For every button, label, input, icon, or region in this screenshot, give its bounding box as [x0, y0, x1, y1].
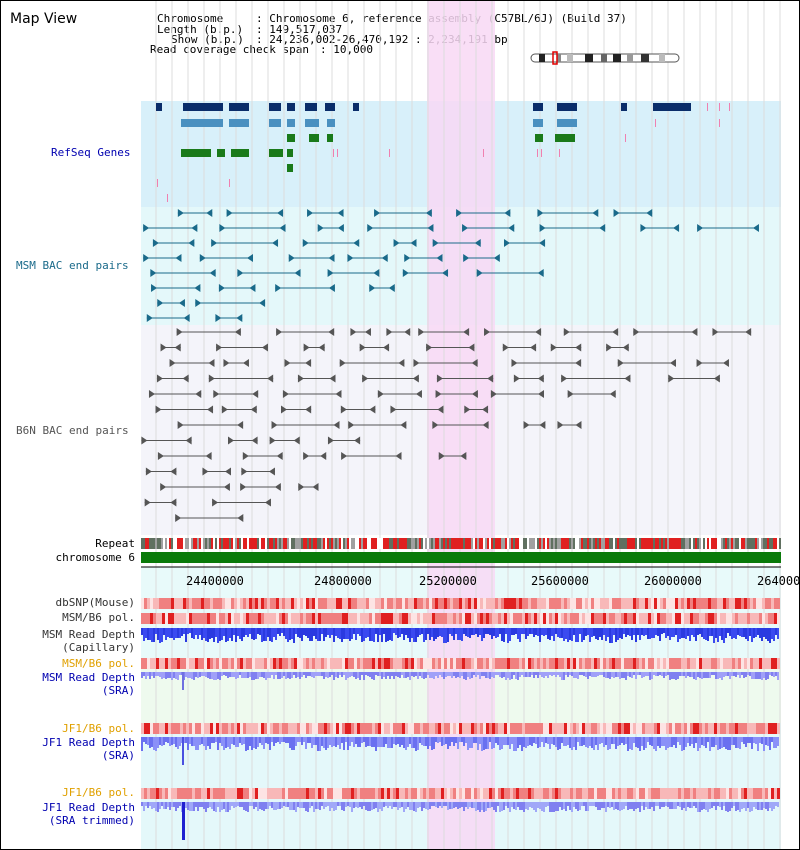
axis-tick-label: 24400000: [186, 574, 244, 588]
track-label-msm-depth-sra[interactable]: MSM Read Depth: [42, 671, 135, 684]
track-label-msm-depth-cap[interactable]: MSM Read Depth: [42, 628, 135, 641]
track-label-b6n-bac[interactable]: B6N BAC end pairs: [16, 424, 129, 437]
track-label-refseq[interactable]: RefSeq Genes: [51, 146, 131, 159]
coverage-label: Read coverage check span: [150, 43, 309, 56]
track-label-jf1-depth-trim[interactable]: JF1 Read Depth: [42, 801, 135, 814]
track-label-msm-depth-sra-sub: (SRA): [101, 684, 135, 697]
track-label-jf1-depth-trim-sub: (SRA trimmed): [48, 814, 135, 827]
track-label-chromosome[interactable]: chromosome 6: [55, 551, 135, 564]
track-label-msm-b6-pol-2[interactable]: MSM/B6 pol.: [62, 657, 135, 670]
show-label: Show (b.p.): [171, 33, 244, 46]
chromosome-bar[interactable]: [141, 552, 781, 563]
axis-tick-label: 24800000: [314, 574, 372, 588]
msm-bac-end-pairs-features[interactable]: [143, 209, 759, 322]
track-label-jf1-depth-sra[interactable]: JF1 Read Depth: [42, 736, 135, 749]
track-label-dbsnp[interactable]: dbSNP(Mouse): [55, 596, 135, 609]
track-label-jf1-depth-sra-sub: (SRA): [101, 749, 135, 762]
repeat-track-bar[interactable]: [141, 538, 781, 549]
length-value: : 149,517,037: [256, 23, 343, 36]
polymorphism-tracks[interactable]: [141, 598, 780, 799]
track-label-msm-depth-cap-sub: (Capillary): [62, 641, 135, 654]
track-label-msm-b6-pol-1[interactable]: MSM/B6 pol.: [62, 611, 135, 624]
axis-tick-label: 26000000: [644, 574, 702, 588]
axis-tick-label: 264000: [757, 574, 799, 588]
length-label: Length (b.p.): [157, 23, 244, 36]
chromosome-label: Chromosome: [157, 12, 224, 25]
track-label-jf1-b6-pol-1[interactable]: JF1/B6 pol.: [62, 722, 135, 735]
track-label-msm-bac[interactable]: MSM BAC end pairs: [16, 259, 129, 272]
page-title: Map View: [10, 11, 78, 27]
position-axis: 24400000 24800000 25200000 25600000 2600…: [141, 566, 799, 588]
coverage-value: : 10,000: [320, 43, 373, 56]
track-label-repeat[interactable]: Repeat: [95, 537, 135, 550]
axis-tick-label: 25200000: [419, 574, 477, 588]
track-label-jf1-b6-pol-2[interactable]: JF1/B6 pol.: [62, 786, 135, 799]
b6n-bac-end-pairs-features[interactable]: [141, 328, 752, 522]
axis-tick-label: 25600000: [531, 574, 589, 588]
read-depth-tracks[interactable]: [141, 628, 779, 840]
refseq-genes-features[interactable]: [156, 103, 730, 202]
chromosome-ideogram[interactable]: [530, 51, 680, 65]
